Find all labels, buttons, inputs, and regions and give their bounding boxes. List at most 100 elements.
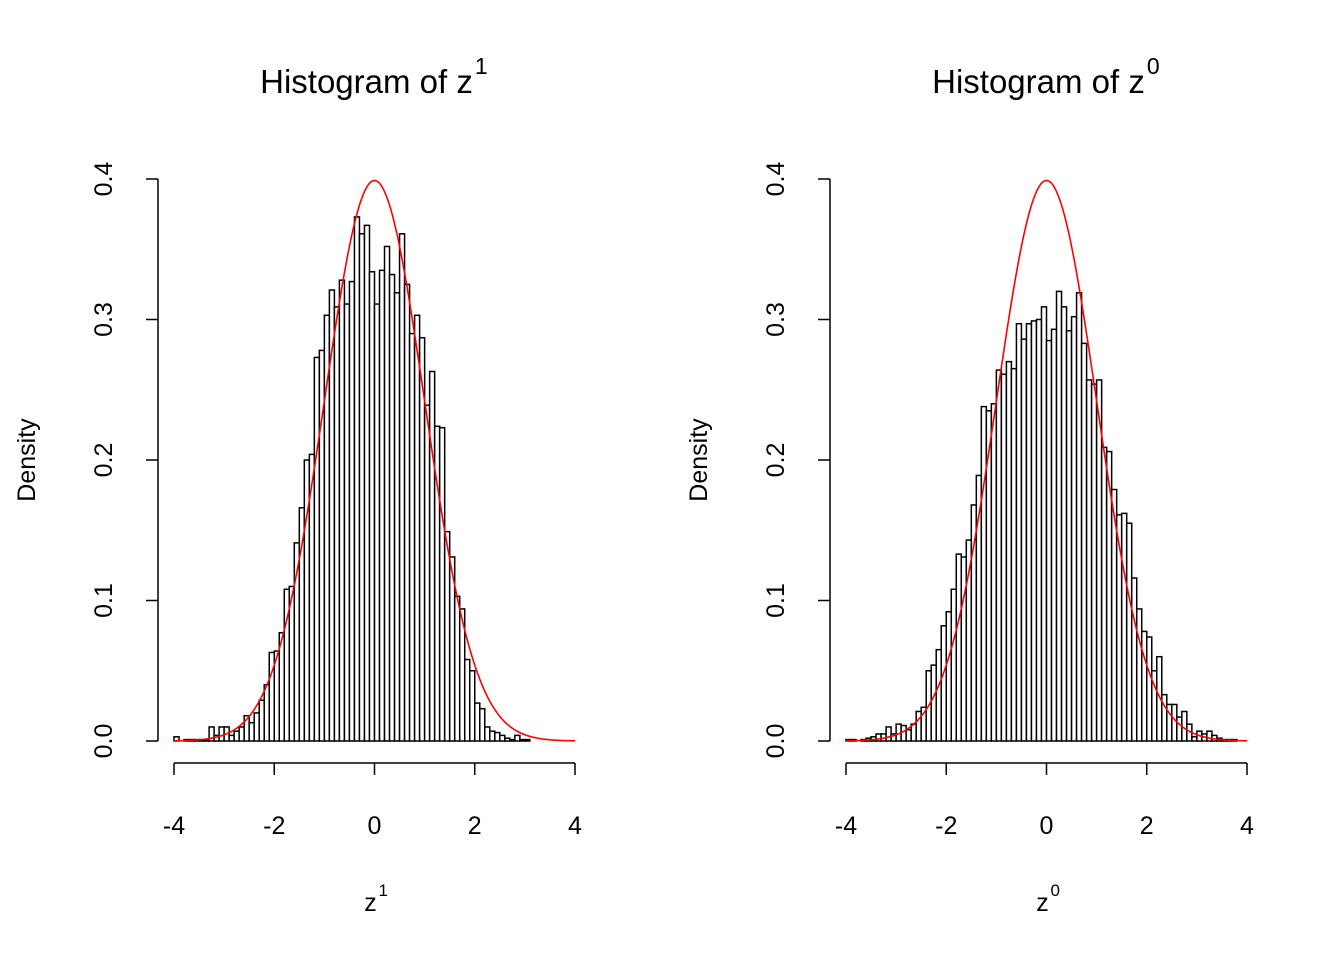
x-tick-label: 0 bbox=[1040, 812, 1054, 840]
x-tick-label: 2 bbox=[1140, 812, 1154, 840]
histogram-bar bbox=[905, 729, 912, 742]
histogram-bar bbox=[1206, 730, 1213, 742]
histogram-bar bbox=[1075, 292, 1083, 742]
normal-density-curve bbox=[173, 179, 576, 742]
histogram-bar bbox=[489, 730, 496, 742]
histogram-bar bbox=[403, 283, 411, 742]
histogram-bar bbox=[238, 726, 245, 742]
histogram-bar bbox=[1130, 577, 1138, 742]
histogram-bar bbox=[423, 404, 431, 742]
y-tick-label: 0.4 bbox=[90, 162, 118, 197]
y-tick-label: 0.4 bbox=[762, 162, 790, 197]
x-axis-label: z bbox=[364, 889, 377, 917]
histogram-bar bbox=[233, 730, 240, 742]
histogram-bar bbox=[313, 356, 321, 742]
histogram-bar bbox=[368, 270, 376, 742]
histogram-bar bbox=[970, 504, 978, 742]
histogram-bar bbox=[1191, 736, 1198, 742]
x-tick-label: -2 bbox=[263, 812, 285, 840]
histogram-bar bbox=[1005, 360, 1013, 742]
histogram-bar bbox=[940, 625, 947, 742]
histogram-bar bbox=[504, 737, 511, 742]
x-tick-label: 4 bbox=[1240, 812, 1254, 840]
histogram-bar bbox=[348, 280, 356, 742]
histogram-bar bbox=[1045, 339, 1053, 742]
histogram-bar bbox=[945, 610, 953, 742]
histogram-bar bbox=[1060, 306, 1068, 742]
y-tick-label: 0.1 bbox=[762, 583, 790, 618]
histogram-bar bbox=[509, 738, 516, 742]
histogram-bar bbox=[438, 426, 446, 742]
histogram-bar bbox=[484, 726, 491, 742]
histogram-bar bbox=[373, 303, 381, 742]
histogram-bar bbox=[990, 403, 998, 742]
y-tick-label: 0.2 bbox=[90, 443, 118, 478]
histogram-bar bbox=[935, 648, 942, 742]
histogram-bar bbox=[1050, 328, 1058, 742]
histogram-bar bbox=[338, 279, 346, 742]
histogram-bar bbox=[1035, 318, 1043, 742]
x-tick-label: 2 bbox=[468, 812, 482, 840]
histogram-bar bbox=[1040, 306, 1048, 742]
histogram-bar bbox=[463, 658, 471, 742]
y-axis-label: Density bbox=[13, 418, 41, 502]
histogram-bar bbox=[915, 710, 922, 742]
histogram-bar bbox=[1176, 716, 1183, 742]
histogram-bar bbox=[443, 530, 451, 742]
histogram-bar bbox=[494, 731, 501, 742]
histogram-bar bbox=[1030, 320, 1038, 742]
histogram-bar bbox=[218, 726, 225, 742]
histogram-bar bbox=[1125, 522, 1133, 742]
histogram-bar bbox=[1146, 636, 1153, 742]
histogram-bar bbox=[413, 314, 421, 742]
y-tick-label: 0.2 bbox=[762, 443, 790, 478]
histogram-bar bbox=[1015, 322, 1023, 742]
histogram-bar bbox=[378, 269, 386, 742]
histogram-bar bbox=[258, 699, 265, 742]
histogram-bar bbox=[514, 734, 521, 742]
histogram-bar bbox=[995, 369, 1003, 742]
histogram-bar bbox=[980, 405, 988, 742]
histogram-bar bbox=[468, 670, 476, 742]
y-tick-label: 0.3 bbox=[90, 302, 118, 337]
histogram-bar bbox=[474, 702, 481, 742]
histogram-bar bbox=[950, 588, 958, 742]
histogram-bar bbox=[1010, 367, 1018, 742]
histogram-bar bbox=[343, 303, 351, 742]
histogram-bar bbox=[208, 726, 215, 742]
histogram-bar bbox=[955, 553, 963, 742]
histogram-bar bbox=[1100, 446, 1108, 742]
histogram-bar bbox=[388, 273, 396, 742]
histogram-bar bbox=[428, 370, 436, 742]
histogram-bar bbox=[1070, 315, 1078, 742]
histogram-bar bbox=[1025, 322, 1033, 742]
histogram-bar bbox=[228, 734, 235, 742]
histogram-bar bbox=[1171, 703, 1178, 742]
chart-title: Histogram of z bbox=[260, 63, 473, 100]
histogram-bar bbox=[263, 684, 270, 742]
histogram-bar bbox=[1065, 329, 1073, 742]
histogram-bar bbox=[453, 595, 461, 742]
y-tick-label: 0.1 bbox=[90, 583, 118, 618]
histogram-bar bbox=[1080, 342, 1088, 742]
histogram-bar bbox=[479, 707, 486, 742]
x-tick-label: -4 bbox=[835, 812, 857, 840]
chart-title: Histogram of z bbox=[932, 63, 1145, 100]
chart-title-superscript: 0 bbox=[1147, 53, 1160, 79]
x-tick-label: 0 bbox=[368, 812, 382, 840]
y-tick-label: 0.0 bbox=[90, 724, 118, 759]
histogram-bar bbox=[1055, 290, 1063, 742]
x-axis-label: z bbox=[1036, 889, 1049, 917]
histogram-bar bbox=[1135, 608, 1143, 742]
x-axis-label-superscript: 1 bbox=[379, 881, 388, 900]
histogram-bar bbox=[363, 224, 371, 742]
histogram-bar bbox=[1085, 379, 1093, 742]
histogram-bar bbox=[253, 712, 260, 742]
histogram-bar bbox=[885, 726, 892, 742]
y-axis-label: Density bbox=[685, 418, 713, 502]
histogram-bar bbox=[408, 332, 416, 742]
histogram-bar bbox=[353, 216, 361, 742]
